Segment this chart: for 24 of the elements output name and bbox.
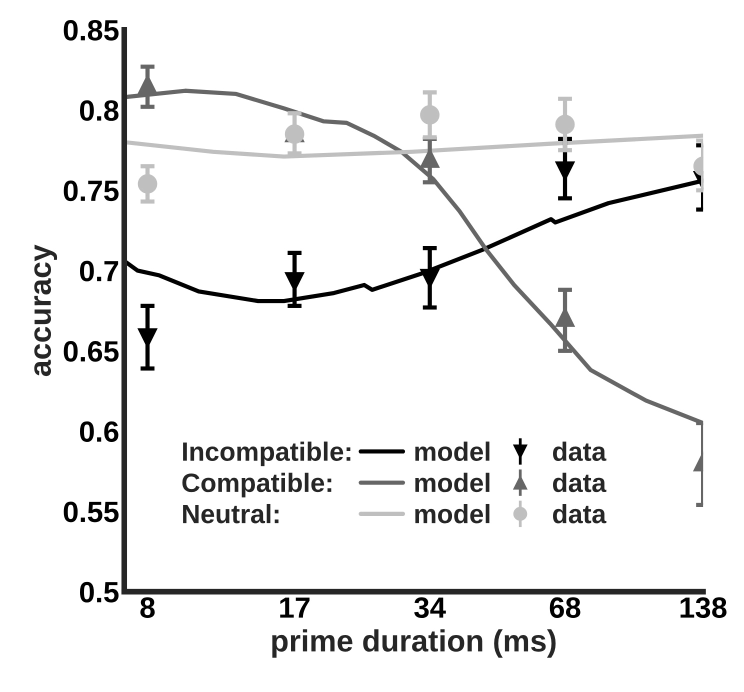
y-tick-label: 0.7 <box>80 260 118 282</box>
legend-label: data <box>553 504 606 524</box>
legend-label: data <box>553 442 606 461</box>
annotation: Neutral: <box>183 504 278 524</box>
y-axis-title: accuracy <box>34 244 58 376</box>
y-tick-label: 0.6 <box>80 421 118 442</box>
y-tick-label: 0.5 <box>80 582 119 603</box>
y-tick-label: 0.8 <box>80 100 118 121</box>
legend-label: data <box>553 472 606 492</box>
x-tick-label: 68 <box>550 597 580 618</box>
x-tick-label: 34 <box>414 597 446 618</box>
x-tick-label: 8 <box>140 597 155 618</box>
x-axis-title: prime duration (ms) <box>272 629 556 658</box>
x-tick-label: 138 <box>680 597 727 618</box>
x-tick-label: 17 <box>280 598 310 618</box>
legend-label: model <box>415 472 490 492</box>
y-tick-label: 0.55 <box>64 502 119 522</box>
legend-label: model <box>415 442 490 461</box>
y-tick-label: 0.75 <box>64 180 119 202</box>
annotation: Incompatible: <box>183 442 350 466</box>
y-tick-label: 0.65 <box>64 341 119 362</box>
y-tick-label: 0.85 <box>64 20 119 41</box>
legend-label: model <box>415 504 490 524</box>
annotation: Compatible: <box>182 472 332 498</box>
